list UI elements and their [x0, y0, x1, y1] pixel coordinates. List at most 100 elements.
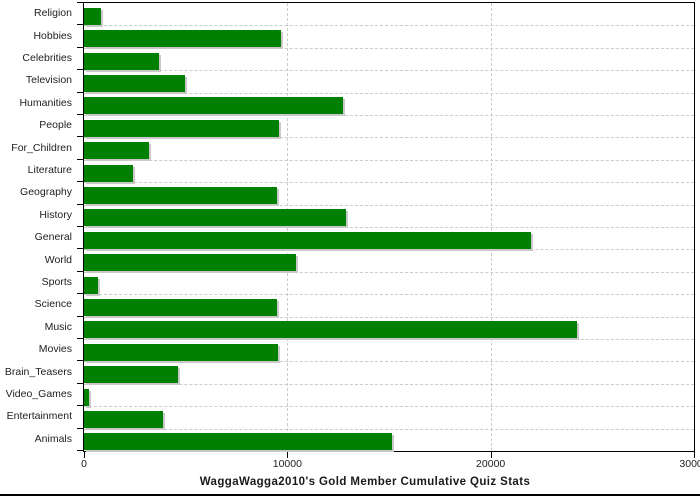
y-label-religion: Religion [34, 7, 72, 20]
y-label-television: Television [25, 74, 72, 87]
x-tick-label-30000: 30000 [679, 458, 700, 470]
y-axis-category-labels: Religion Hobbies Celebrities Television Huma… [0, 2, 76, 452]
y-label-music: Music [44, 320, 72, 333]
bar-celebrities [84, 52, 160, 70]
chart-title: WaggaWagga2010's Gold Member Cumulative … [199, 476, 531, 488]
horizontal-gridline [84, 70, 694, 72]
horizontal-gridline [84, 406, 694, 408]
y-axis-tick [77, 69, 83, 71]
y-axis-tick [77, 382, 83, 384]
bar-humanities [84, 97, 344, 115]
y-axis-tick [77, 114, 83, 115]
bar-world [84, 254, 297, 272]
bar-row-movies [84, 339, 694, 361]
bar-row-video_games [84, 384, 694, 406]
x-axis-tick [490, 452, 492, 458]
y-axis-tick [77, 181, 83, 183]
bar-row-music [84, 317, 694, 339]
horizontal-gridline [84, 137, 694, 139]
bar-brain_teasers [84, 366, 178, 384]
bar-row-sports [84, 272, 694, 294]
x-axis-tick [694, 452, 695, 458]
bar-video_games [84, 388, 90, 406]
y-label-history: History [39, 208, 72, 221]
x-tick-label-10000: 10000 [272, 458, 302, 470]
horizontal-gridline [84, 115, 694, 116]
bar-movies [84, 343, 279, 361]
bar-row-animals [84, 429, 694, 451]
bar-row-television [84, 70, 694, 93]
bar-row-celebrities [84, 48, 694, 70]
y-label-geography: Geography [20, 186, 72, 199]
bar-animals [84, 433, 393, 451]
bar-literature [84, 164, 133, 182]
y-label-animals: Animals [34, 432, 72, 445]
horizontal-gridline [84, 182, 694, 184]
x-axis-tick [287, 452, 289, 458]
plot-area [83, 2, 695, 452]
y-axis-tick [77, 248, 83, 250]
y-axis-tick [77, 203, 83, 205]
horizontal-gridline [84, 294, 694, 296]
bar-row-humanities [84, 93, 694, 115]
y-axis-tick [77, 450, 83, 451]
y-label-science: Science [34, 298, 72, 311]
y-label-entertainment: Entertainment [6, 410, 72, 423]
bar-people [84, 119, 280, 137]
bar-row-general [84, 227, 694, 249]
y-axis-tick [77, 270, 83, 272]
y-label-people: People [39, 119, 72, 132]
bar-geography [84, 187, 278, 205]
horizontal-gridline [84, 227, 694, 228]
bar-row-history [84, 205, 694, 227]
bar-row-religion [84, 3, 694, 25]
bar-television [84, 75, 185, 93]
y-axis-tick [77, 24, 83, 26]
y-label-world: World [44, 253, 72, 266]
bar-religion [84, 7, 102, 25]
horizontal-gridline [84, 204, 694, 206]
y-label-general: General [34, 231, 72, 244]
bar-row-brain_teasers [84, 361, 694, 384]
bar-row-science [84, 294, 694, 317]
y-axis-tick [77, 293, 83, 295]
y-axis-tick [77, 338, 83, 339]
x-axis-tick [84, 452, 85, 458]
y-axis-tick [77, 405, 83, 407]
horizontal-gridline [84, 92, 694, 94]
bar-row-world [84, 249, 694, 272]
y-axis-tick [77, 226, 83, 227]
bar-sports [84, 276, 99, 294]
horizontal-gridline [84, 383, 694, 385]
y-label-hobbies: Hobbies [33, 29, 72, 42]
y-label-for_children: For_Children [11, 141, 72, 154]
y-axis-tick [77, 158, 83, 160]
bar-music [84, 321, 578, 339]
bar-row-hobbies [84, 25, 694, 48]
bar-history [84, 209, 347, 227]
horizontal-gridline [84, 159, 694, 161]
y-axis-tick [77, 427, 83, 429]
bar-row-geography [84, 182, 694, 205]
y-label-sports: Sports [41, 276, 72, 288]
horizontal-gridline [84, 316, 694, 318]
horizontal-gridline [84, 271, 694, 273]
bar-for_children [84, 142, 150, 160]
y-axis-tick [77, 2, 83, 3]
y-label-movies: Movies [38, 343, 72, 356]
bar-row-for_children [84, 137, 694, 160]
y-axis-tick [77, 360, 83, 362]
y-axis-tick [77, 91, 83, 93]
horizontal-gridline [84, 339, 694, 340]
bar-entertainment [84, 411, 164, 429]
horizontal-gridline [84, 361, 694, 363]
y-axis-tick [77, 46, 83, 48]
bottom-divider-line [0, 494, 700, 496]
y-label-brain_teasers: Brain_Teasers [4, 365, 72, 378]
y-label-literature: Literature [27, 164, 72, 176]
horizontal-gridline [84, 25, 694, 27]
bar-science [84, 299, 278, 317]
x-tick-label-0: 0 [81, 458, 87, 470]
y-label-humanities: Humanities [19, 96, 72, 109]
